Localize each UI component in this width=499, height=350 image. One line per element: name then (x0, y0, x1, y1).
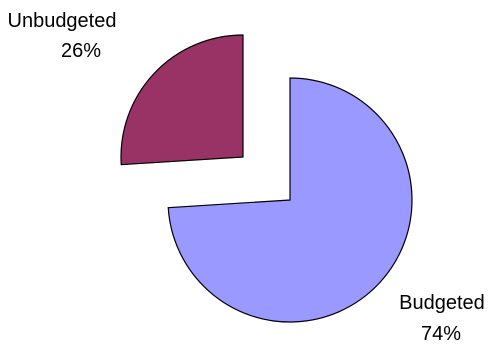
label-budgeted-name: Budgeted (399, 292, 485, 314)
label-unbudgeted-name: Unbudgeted (8, 10, 117, 32)
pie-slice-budgeted (167, 77, 413, 323)
pie-slice-unbudgeted (120, 34, 244, 166)
label-unbudgeted-percent: 26% (61, 40, 101, 62)
pie-slices (120, 34, 413, 323)
label-budgeted-percent: 74% (421, 323, 461, 345)
